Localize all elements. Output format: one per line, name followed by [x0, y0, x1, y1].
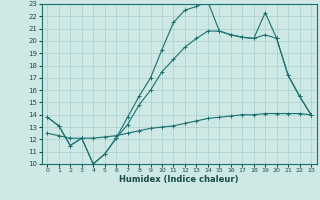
X-axis label: Humidex (Indice chaleur): Humidex (Indice chaleur) [119, 175, 239, 184]
